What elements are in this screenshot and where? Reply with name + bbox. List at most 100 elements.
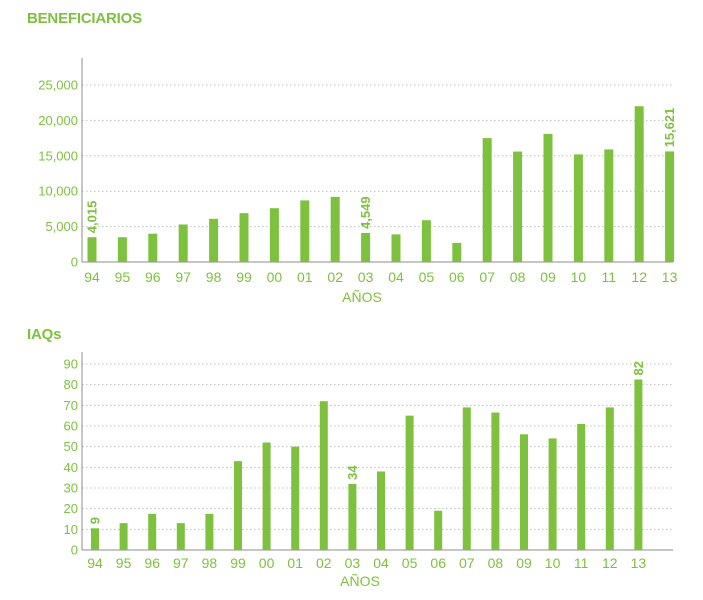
x-tick-label: 01	[287, 555, 303, 571]
bar-08	[513, 151, 523, 262]
y-tick-label: 90	[64, 357, 78, 372]
bar-97	[176, 523, 185, 550]
x-tick-label: 94	[84, 269, 100, 285]
y-tick-label: 50	[64, 439, 78, 454]
bar-03	[348, 483, 357, 550]
bar-97	[178, 224, 188, 262]
x-tick-label: 98	[202, 555, 218, 571]
bar-13	[634, 379, 643, 550]
bar-98	[209, 218, 219, 262]
bar-07	[482, 138, 492, 262]
y-tick-label: 40	[64, 460, 78, 475]
y-tick-label: 5,000	[45, 219, 78, 234]
bar-11	[577, 423, 586, 550]
bar-05	[405, 415, 414, 550]
x-tick-label: 12	[631, 269, 647, 285]
x-tick-label: 09	[516, 555, 532, 571]
y-tick-label: 30	[64, 481, 78, 496]
x-tick-label: 06	[449, 269, 465, 285]
x-tick-label: 00	[267, 269, 283, 285]
bar-02	[319, 401, 328, 550]
y-tick-label: 15,000	[38, 148, 78, 163]
bar-12	[605, 407, 614, 550]
bar-98	[205, 513, 214, 550]
y-tick-label: 0	[71, 255, 78, 270]
bar-02	[330, 196, 340, 262]
x-axis-title: AÑOS	[342, 289, 382, 305]
bar-01	[300, 200, 310, 262]
y-tick-label: 10,000	[38, 184, 78, 199]
y-tick-label: 10	[64, 522, 78, 537]
x-tick-label: 03	[345, 555, 361, 571]
x-tick-label: 96	[145, 269, 161, 285]
y-tick-label: 20	[64, 501, 78, 516]
x-tick-label: 10	[571, 269, 587, 285]
x-tick-label: 96	[144, 555, 160, 571]
bar-00	[262, 442, 271, 550]
x-axis-title: AÑOS	[340, 573, 380, 589]
data-label-13: 82	[631, 361, 646, 375]
data-label-03: 4,549	[358, 196, 373, 229]
beneficiarios-bar-chart: 0 5,000 10,000 15,000 20,000 25,000 94 95 96 97 98…	[38, 58, 678, 305]
x-tick-label: 05	[402, 555, 418, 571]
bar-04	[377, 471, 385, 550]
x-tick-label: 11	[574, 555, 589, 571]
bar-10	[548, 438, 557, 550]
bar-07	[462, 407, 471, 550]
bar-01	[291, 446, 300, 550]
x-tick-label: 95	[116, 555, 132, 571]
bar-95	[119, 523, 128, 550]
bar-11	[604, 149, 614, 262]
bar-09	[520, 434, 528, 550]
x-tick-label: 02	[316, 555, 332, 571]
y-tick-label: 60	[64, 419, 78, 434]
bar-94	[87, 237, 97, 262]
bar-94	[91, 528, 99, 550]
x-tick-label: 07	[459, 555, 475, 571]
y-tick-label: 20,000	[38, 113, 78, 128]
x-tick-label: 97	[173, 555, 189, 571]
x-tick-label: 11	[602, 269, 617, 285]
bar-00	[269, 208, 279, 262]
y-tick-label: 0	[71, 543, 78, 558]
x-tick-label: 00	[259, 555, 275, 571]
x-tick-label: 05	[419, 269, 435, 285]
x-tick-label: 03	[358, 269, 374, 285]
bar-95	[117, 237, 127, 262]
bar-96	[148, 233, 158, 262]
x-tick-label: 13	[662, 269, 678, 285]
y-tick-label: 70	[64, 398, 78, 413]
bar-06	[434, 510, 443, 550]
y-tick-label: 25,000	[38, 78, 78, 93]
x-tick-label: 04	[373, 555, 389, 571]
data-label-94: 4,015	[85, 201, 100, 234]
x-tick-label: 07	[479, 269, 495, 285]
x-tick-label: 09	[540, 269, 556, 285]
chart-title-beneficiarios: BENEFICIARIOS	[27, 10, 142, 27]
bar-13	[665, 151, 675, 262]
bar-08	[491, 412, 500, 550]
bar-10	[573, 154, 583, 262]
bar-96	[148, 513, 157, 550]
x-tick-label: 98	[206, 269, 222, 285]
x-tick-label: 10	[545, 555, 561, 571]
x-tick-label: 99	[230, 555, 246, 571]
bar-99	[234, 461, 242, 550]
x-tick-label: 02	[327, 269, 343, 285]
x-tick-label: 13	[631, 555, 647, 571]
x-tick-label: 12	[602, 555, 618, 571]
data-label-03: 34	[345, 465, 360, 480]
bar-03	[361, 232, 371, 262]
bar-06	[452, 242, 462, 262]
bar-04	[391, 234, 401, 262]
x-tick-label: 08	[488, 555, 504, 571]
x-tick-label: 08	[510, 269, 526, 285]
bar-99	[239, 213, 249, 262]
x-tick-label: 99	[236, 269, 252, 285]
y-tick-label: 80	[64, 377, 78, 392]
bar-09	[543, 133, 553, 262]
data-label-94: 9	[88, 517, 103, 524]
x-tick-label: 97	[175, 269, 191, 285]
x-tick-label: 06	[430, 555, 446, 571]
